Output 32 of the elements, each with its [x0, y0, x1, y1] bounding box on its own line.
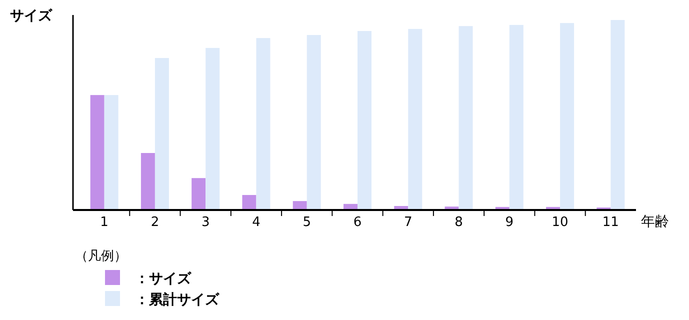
bar: [242, 194, 256, 210]
bar: [206, 48, 220, 210]
x-tick-label: 11: [602, 215, 619, 230]
bar: [192, 178, 206, 210]
bar: [610, 20, 625, 210]
x-tick-label: 7: [404, 215, 412, 230]
x-tick-label: 5: [302, 215, 312, 230]
x-axis-title: 年齢: [641, 214, 669, 230]
bar: [90, 95, 104, 210]
bar: [560, 23, 574, 210]
bar: [509, 24, 524, 210]
legend-label: ：サイズ: [135, 271, 192, 287]
bar: [140, 153, 155, 210]
bar: [458, 26, 473, 210]
x-tick-label: 4: [252, 215, 260, 230]
x-tick-label: 2: [150, 215, 160, 230]
bar: [292, 201, 307, 210]
x-tick-label: 8: [454, 215, 463, 230]
x-tick-label: 3: [201, 215, 210, 230]
bar: [358, 31, 372, 210]
legend-label: ：累計サイズ: [135, 292, 220, 308]
x-tick-label: 1: [100, 215, 108, 230]
y-axis-title: サイズ: [10, 8, 53, 24]
bar: [256, 38, 270, 210]
bar: [408, 28, 422, 210]
legend-title: （凡例）: [75, 249, 127, 264]
bar: [104, 95, 118, 210]
bar: [154, 58, 169, 210]
x-tick-label: 6: [353, 215, 362, 230]
x-tick-label: 10: [552, 215, 568, 230]
x-tick-label: 9: [505, 215, 514, 230]
bar: [306, 35, 321, 210]
